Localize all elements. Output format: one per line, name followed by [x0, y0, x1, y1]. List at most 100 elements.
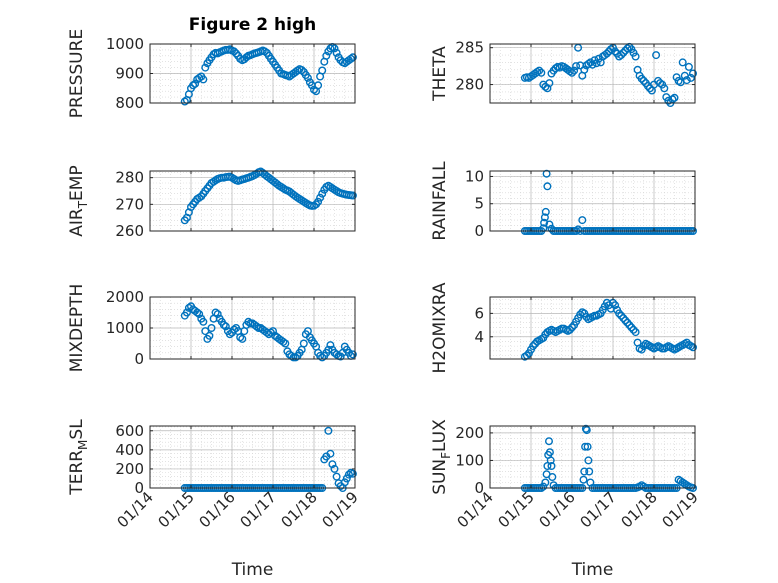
series-pressure: [180, 43, 357, 106]
data-point: [346, 54, 355, 63]
y-tick-label: 285: [455, 39, 484, 57]
data-point: [322, 51, 331, 60]
y-tick-label: 260: [115, 222, 144, 240]
chart-mixdepth: 0 1000 2000 MIXDEPTH: [67, 284, 357, 372]
y-tick-label: 4: [474, 328, 484, 346]
y-tick-label: 1000: [106, 35, 144, 53]
data-point: [193, 308, 202, 317]
x-axis-label: Time: [231, 560, 274, 580]
y-tick-label: 0: [474, 222, 484, 240]
data-point: [623, 44, 632, 53]
data-point: [201, 327, 210, 336]
data-point: [611, 47, 620, 56]
y-tick-label: 800: [115, 94, 144, 112]
data-point: [281, 339, 290, 348]
data-point: [348, 350, 357, 359]
data-point: [652, 51, 661, 60]
data-point: [689, 69, 698, 78]
data-point: [297, 65, 306, 74]
data-point: [539, 482, 548, 491]
data-point: [324, 345, 333, 354]
data-point: [211, 308, 220, 317]
data-point: [199, 75, 208, 84]
y-tick-label: 10: [465, 167, 484, 185]
data-point: [584, 59, 593, 68]
data-point: [539, 224, 548, 233]
y-tick-label: 600: [115, 422, 144, 440]
y-axis-label-subscript: T: [76, 200, 90, 209]
data-point: [318, 66, 327, 75]
data-point: [592, 59, 601, 68]
y-tick-label: 900: [115, 65, 144, 83]
data-point: [269, 327, 278, 336]
axes-box-rainfall: [489, 170, 696, 232]
y-tick-label: 1000: [106, 319, 144, 337]
y-tick-label: 270: [115, 195, 144, 213]
data-point: [615, 309, 624, 318]
data-point: [529, 342, 538, 351]
data-point: [670, 93, 679, 102]
data-point: [238, 334, 247, 343]
y-axis-label-main: SUN: [430, 459, 450, 495]
axes-box-h2omixra: [489, 296, 696, 360]
y-axis-label-rest: LUX: [430, 419, 450, 452]
data-point: [230, 47, 239, 56]
data-point: [230, 325, 239, 334]
data-point: [332, 48, 341, 57]
data-point: [182, 308, 191, 317]
data-point: [328, 460, 337, 469]
data-point: [545, 220, 554, 229]
series-airtemp: [180, 167, 357, 225]
data-point: [611, 301, 620, 310]
data-point: [219, 320, 228, 329]
data-point: [583, 442, 592, 451]
y-axis-label: SUNFLUX: [430, 419, 453, 495]
chart-h2omixra: 4 6 H2OMIXRA: [430, 282, 698, 374]
data-point: [326, 449, 335, 458]
data-point: [244, 317, 253, 326]
data-point: [535, 66, 544, 75]
data-point: [342, 474, 351, 483]
data-point: [242, 53, 251, 62]
axes-box-airtemp: [149, 170, 356, 232]
data-point: [578, 216, 587, 225]
data-point: [545, 448, 554, 457]
data-point: [279, 337, 288, 346]
data-point: [316, 193, 325, 202]
y-axis-label: H2OMIXRA: [430, 282, 450, 373]
axes-box-sunflux: [489, 425, 696, 489]
data-point: [585, 467, 594, 476]
y-axis-label-rest: SL: [67, 419, 87, 440]
data-point: [579, 475, 588, 484]
chart-title: Figure 2 high: [189, 15, 317, 35]
data-point: [637, 74, 646, 83]
data-point: [570, 66, 579, 75]
data-point: [330, 464, 339, 473]
data-point: [537, 68, 546, 77]
data-point: [299, 339, 308, 348]
chart-airtemp: 260 270 280 AIRTEMP: [67, 165, 357, 240]
chart-rainfall: 0 5 10 RAINFALL: [430, 161, 698, 241]
data-point: [221, 322, 230, 331]
data-point: [548, 473, 557, 482]
data-point: [625, 321, 634, 330]
y-tick-label: 0: [134, 350, 144, 368]
y-axis-label-rest: EMP: [67, 165, 87, 201]
x-axis-label: Time: [571, 560, 614, 580]
y-tick-label: 200: [115, 460, 144, 478]
data-point: [236, 333, 245, 342]
data-point: [314, 81, 323, 90]
data-point: [631, 328, 640, 337]
data-point: [314, 197, 323, 206]
y-tick-label: 100: [455, 451, 484, 469]
data-point: [225, 330, 234, 339]
data-point: [619, 48, 628, 57]
data-point: [682, 76, 691, 85]
data-point: [207, 324, 216, 333]
y-tick-label: 0: [134, 479, 144, 497]
axes-box-theta: [489, 43, 696, 104]
data-point: [572, 62, 581, 71]
y-tick-label: 0: [474, 479, 484, 497]
data-point: [660, 84, 669, 93]
